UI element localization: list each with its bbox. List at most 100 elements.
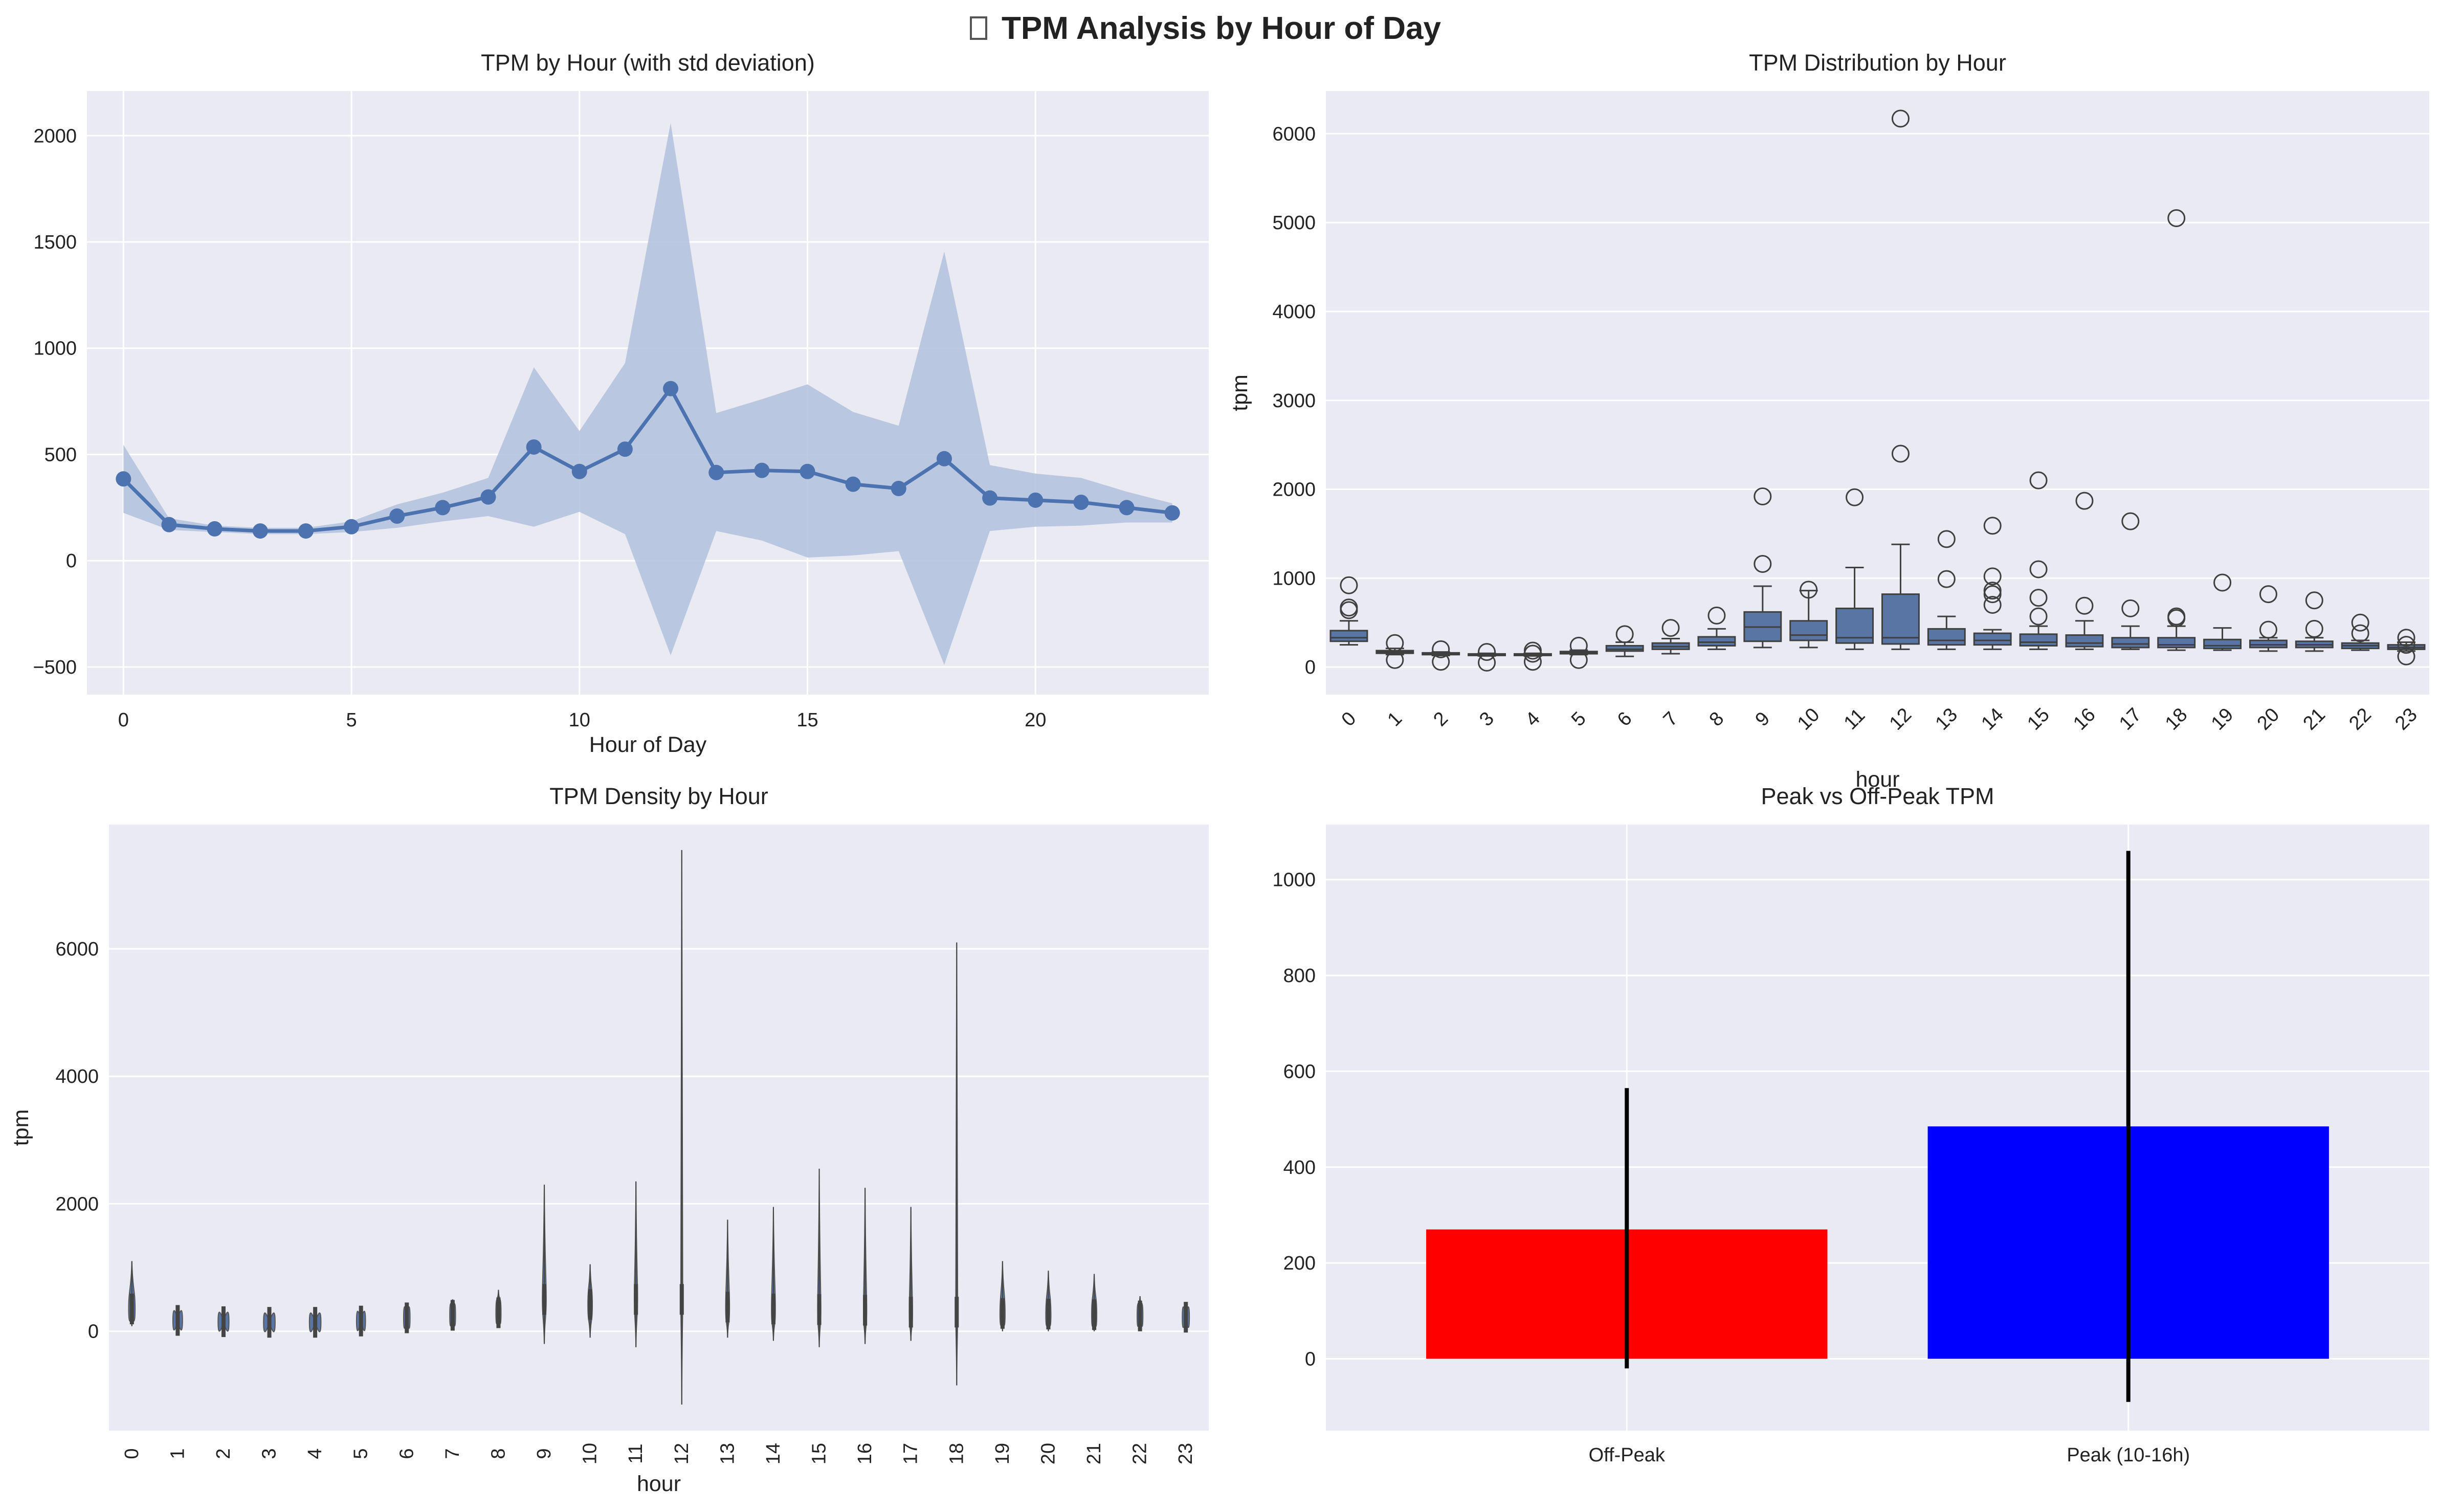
outlier-point — [2351, 613, 2369, 632]
box-group — [1559, 636, 1598, 669]
x-tick-label: 2 — [213, 1448, 234, 1459]
data-point — [389, 508, 405, 524]
box — [2065, 634, 2104, 648]
outlier-point — [2259, 620, 2277, 639]
outlier-point — [2305, 591, 2323, 610]
violin-iqr-bar — [267, 1307, 272, 1338]
chart-title: TPM Distribution by Hour — [1749, 50, 2006, 76]
x-tick-label: 5 — [350, 1448, 372, 1459]
violin-iqr-bar — [908, 1297, 913, 1328]
violin-iqr-bar — [955, 1297, 959, 1328]
violin-group — [128, 1261, 136, 1326]
data-point — [480, 489, 496, 505]
data-point — [800, 463, 815, 479]
y-tick-label: 4000 — [55, 1066, 99, 1087]
box — [1697, 636, 1736, 647]
outlier-point — [1569, 651, 1588, 669]
data-point — [252, 523, 268, 539]
outlier-point — [2213, 573, 2232, 592]
gridlines — [109, 948, 1209, 1332]
x-tick-label: 10 — [580, 1443, 601, 1464]
outlier-point — [1891, 109, 1910, 128]
data-point — [435, 500, 451, 516]
x-tick-label: 18 — [2161, 704, 2192, 735]
violin-group — [955, 942, 959, 1386]
x-tick-label: 9 — [534, 1448, 555, 1459]
data-point — [298, 523, 314, 539]
outlier-point — [1983, 517, 2002, 535]
y-tick-label: 500 — [45, 444, 77, 465]
outlier-point — [2029, 589, 2048, 607]
violin-iqr-bar — [1046, 1298, 1051, 1329]
data-point — [1164, 505, 1180, 521]
x-tick-label: 1 — [167, 1448, 188, 1459]
box-group — [1881, 109, 1920, 650]
y-tick-label: 800 — [1283, 965, 1316, 987]
y-tick-label: 1000 — [1272, 870, 1316, 891]
x-tick-label: 22 — [1129, 1443, 1151, 1464]
x-tick-label: 14 — [1977, 704, 2008, 735]
outlier-point — [1846, 488, 1864, 506]
y-tick-label: 1000 — [1272, 568, 1316, 589]
box-group — [1651, 619, 1690, 655]
violin-group — [403, 1302, 411, 1333]
y-tick-label: 0 — [88, 1321, 99, 1343]
plot-background — [1326, 91, 2429, 695]
outlier-point — [1983, 585, 2002, 604]
x-tick-label: 14 — [763, 1443, 784, 1464]
x-tick-label: 8 — [487, 1448, 509, 1459]
box-chart-panel: 0 1000 2000 3000 4000 5000 6000 TPM Distributio… — [1228, 50, 2429, 792]
violin-group — [1136, 1296, 1144, 1331]
x-tick-label: 11 — [625, 1443, 647, 1463]
x-tick-label: 16 — [2069, 704, 2100, 735]
box-group — [1697, 606, 1736, 650]
y-tick-label: 2000 — [1272, 479, 1316, 501]
box-group — [2111, 512, 2150, 650]
outlier-point — [2167, 609, 2186, 628]
x-tick-label: 12 — [1886, 704, 1916, 735]
x-tick-label: 6 — [1613, 708, 1636, 731]
box-group — [2157, 209, 2196, 651]
x-tick-label: 5 — [1567, 708, 1590, 731]
box-group — [2065, 492, 2104, 650]
x-tick-label: 13 — [717, 1443, 738, 1464]
outlier-point — [2305, 619, 2323, 638]
violin-iqr-bar — [771, 1294, 775, 1325]
violin-chart-panel: 0 2000 4000 6000 TPM Density by Hour hour tpm 0… — [9, 783, 1209, 1496]
x-tick-label: 19 — [2207, 704, 2238, 735]
outlier-point — [1523, 644, 1542, 663]
x-tick-label: Off-Peak — [1589, 1444, 1666, 1466]
data-point — [708, 464, 724, 480]
box-group — [1743, 487, 1782, 649]
violin-iqr-bar — [1138, 1300, 1142, 1331]
violin-group — [679, 850, 684, 1405]
box-group — [2295, 591, 2334, 652]
outlier-point — [1983, 595, 2002, 614]
violin-iqr-bar — [542, 1284, 547, 1315]
violin-group — [634, 1181, 638, 1347]
box-group — [2341, 613, 2380, 651]
outlier-point — [2259, 585, 2277, 604]
outlier-point — [1937, 530, 1956, 548]
x-tick-label: 19 — [992, 1443, 1013, 1464]
x-tick-label: 13 — [1932, 704, 1962, 735]
data-point — [617, 441, 633, 457]
outlier-point — [1754, 487, 1772, 505]
x-tick-label: 6 — [396, 1448, 417, 1459]
box — [2111, 637, 2150, 649]
y-axis-label: tpm — [1228, 374, 1252, 411]
violin-iqr-bar — [634, 1284, 638, 1315]
violin-group — [495, 1289, 502, 1328]
outlier-point — [2121, 599, 2140, 617]
box — [1927, 628, 1966, 646]
data-point — [1028, 492, 1044, 508]
outlier-point — [1983, 567, 2002, 586]
y-tick-label: 1500 — [33, 232, 77, 253]
missing-glyph-icon — [970, 16, 987, 40]
violin-group — [817, 1168, 822, 1347]
box-group — [2249, 585, 2288, 652]
x-tick-label: 0 — [121, 1448, 143, 1459]
violin-iqr-bar — [863, 1295, 868, 1326]
violin-group — [1182, 1302, 1190, 1333]
violin-iqr-bar — [313, 1307, 318, 1338]
